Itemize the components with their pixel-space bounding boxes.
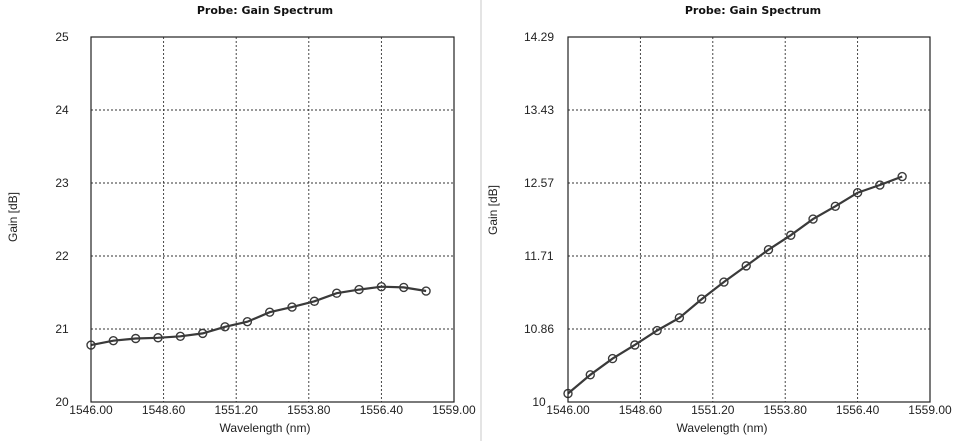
data-point [108,335,119,346]
data-point [897,171,907,182]
data-point [153,333,163,343]
chart-title: Probe: Gain Spectrum [197,4,333,17]
left-chart: Probe: Gain Spectrum Wavelength (nm) Gai… [6,4,476,435]
data-point [242,317,253,327]
x-tick-label: 1548.60 [142,403,186,417]
x-tick-label: 1551.20 [691,403,735,417]
data-point [607,353,618,364]
y-axis-label: Gain [dB] [6,192,20,242]
data-point [332,288,342,298]
x-tick-label: 1559.00 [432,403,476,417]
y-tick-label: 22 [55,249,69,263]
data-point [696,294,707,304]
data-point [630,340,640,350]
data-point [376,281,387,292]
data-point [585,370,595,380]
y-tick-label: 14.29 [524,30,554,44]
y-tick-label: 21 [55,322,69,336]
data-point [197,328,208,339]
x-axis-label: Wavelength (nm) [220,421,311,435]
x-tick-label: 1546.00 [69,403,113,417]
data-point [674,313,685,323]
y-tick-label: 24 [55,103,69,117]
y-tick-label: 10 [532,395,546,409]
data-point [652,325,662,336]
series-line [567,175,903,395]
x-tick-label: 1553.80 [287,403,331,417]
data-point [786,230,796,240]
data-point [875,180,885,190]
x-tick-label: 1556.40 [360,403,404,417]
data-point [287,302,297,312]
plot-frame [567,36,931,403]
data-point [741,261,751,271]
data-point [719,277,729,287]
data-point [175,331,186,341]
data-point [130,333,141,344]
x-tick-label: 1546.00 [546,403,590,417]
y-tick-label: 20 [55,395,69,409]
y-axis-label: Gain [dB] [486,185,500,235]
data-point [220,322,230,332]
y-tick-label: 10.86 [524,322,554,336]
data-point [852,187,863,198]
chart-title: Probe: Gain Spectrum [685,4,821,17]
y-tick-label: 23 [55,176,69,190]
series-line [90,285,427,347]
data-point [265,307,275,317]
x-tick-label: 1559.00 [908,403,952,417]
data-point [354,284,364,295]
y-tick-label: 25 [55,30,69,44]
x-axis-label: Wavelength (nm) [677,421,768,435]
x-tick-label: 1551.20 [215,403,259,417]
x-tick-label: 1548.60 [619,403,663,417]
x-tick-label: 1553.80 [764,403,808,417]
y-tick-label: 11.71 [524,249,553,263]
y-tick-label: 13.43 [524,103,554,117]
x-tick-label: 1556.40 [836,403,880,417]
data-point [830,201,841,212]
data-point [763,245,774,255]
plot-frame [90,36,455,403]
y-tick-label: 12.57 [524,176,554,190]
right-chart: Probe: Gain Spectrum Wavelength (nm) Gai… [486,4,952,435]
data-point [421,286,431,296]
data-point [399,282,409,293]
data-point [309,296,320,306]
data-point [808,214,818,224]
